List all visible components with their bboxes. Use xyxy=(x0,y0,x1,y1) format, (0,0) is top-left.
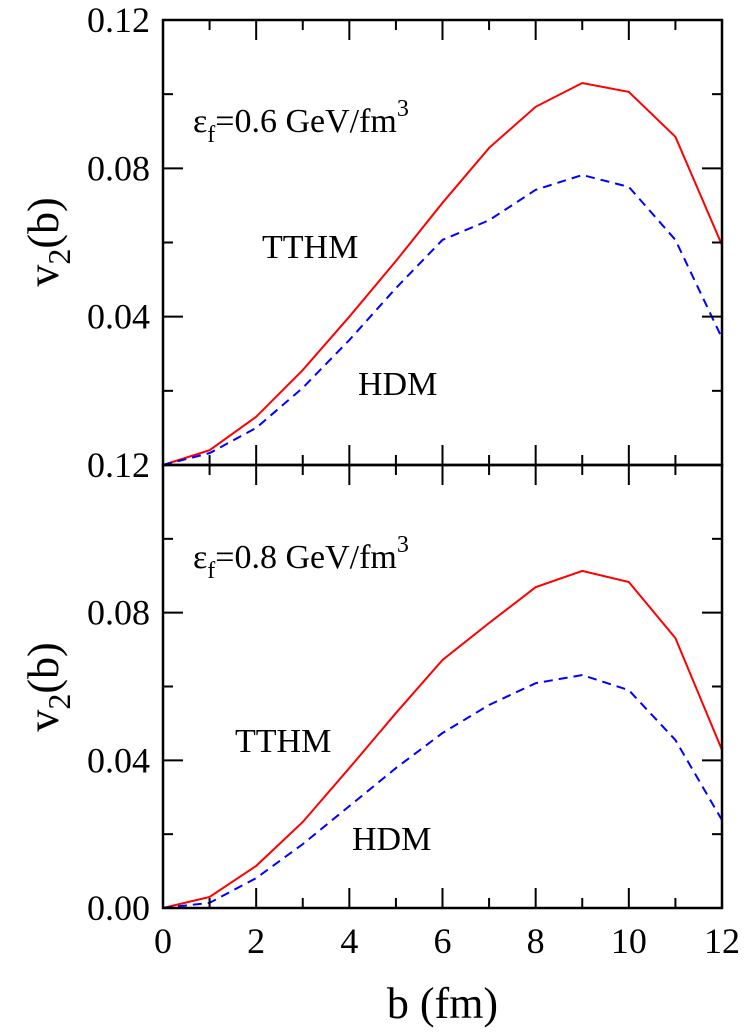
series-line xyxy=(162,674,723,909)
y-tick-label: 0.04 xyxy=(87,297,150,337)
series-label: HDM xyxy=(352,821,431,858)
plot-frame xyxy=(161,463,724,910)
series-line xyxy=(162,569,723,909)
y-tick-label: 0.00 xyxy=(87,888,150,928)
x-tick-label: 2 xyxy=(247,921,265,961)
annotation-part: =0.6 GeV/fm xyxy=(215,103,397,140)
annotation: εf=0.8 GeV/fm3 xyxy=(193,532,409,584)
y-tick-label: 0.12 xyxy=(87,0,150,40)
annotation-sub: f xyxy=(207,558,215,584)
annotation-sup: 3 xyxy=(397,532,409,558)
y-label-sub: 2 xyxy=(41,249,77,265)
x-tick-label: 4 xyxy=(340,921,358,961)
x-tick-label: 8 xyxy=(527,921,545,961)
y-axis-label: v2(b) xyxy=(19,642,77,731)
annotation-part: =0.8 GeV/fm xyxy=(215,539,397,576)
y-tick-label: 0.04 xyxy=(87,740,150,780)
x-tick-label: 0 xyxy=(154,921,172,961)
y-tick-label: 0.08 xyxy=(87,148,150,188)
annotation-sub: f xyxy=(207,122,215,148)
series-label: HDM xyxy=(358,366,437,403)
x-tick-label: 6 xyxy=(434,921,452,961)
x-axis-label: b (fm) xyxy=(387,979,498,1028)
x-tick-label: 10 xyxy=(611,921,647,961)
series-label: TTHM xyxy=(262,229,358,266)
annotation-sup: 3 xyxy=(397,96,409,122)
y-label-sub: 2 xyxy=(41,694,77,710)
series-line xyxy=(162,173,723,466)
annotation-part: ε xyxy=(193,539,207,576)
x-tick-label: 12 xyxy=(704,921,740,961)
series-label: TTHM xyxy=(235,723,331,760)
plot-frame xyxy=(161,18,724,467)
annotation-part: ε xyxy=(193,103,207,140)
y-label-part: v xyxy=(19,710,68,732)
series-line xyxy=(162,81,723,466)
y-label-part: (b) xyxy=(19,197,68,248)
y-label-part: v xyxy=(19,265,68,287)
y-axis-label: v2(b) xyxy=(19,197,77,286)
y-tick-label: 0.08 xyxy=(87,593,150,633)
y-tick-label: 0.12 xyxy=(87,445,150,485)
y-label-part: (b) xyxy=(19,642,68,693)
annotation: εf=0.6 GeV/fm3 xyxy=(193,96,409,148)
